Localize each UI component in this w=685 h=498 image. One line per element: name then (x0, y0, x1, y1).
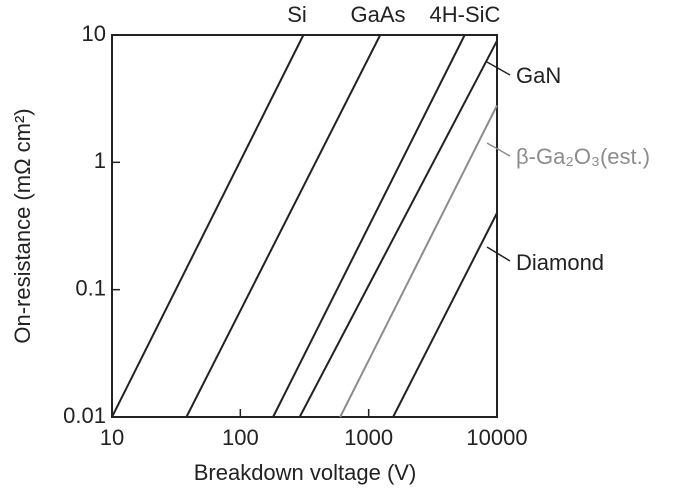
x-tick-label: 1000 (344, 425, 393, 450)
series-label: Diamond (516, 250, 604, 275)
series-line (111, 34, 305, 418)
series-label: Si (287, 2, 307, 27)
label-leader (486, 246, 511, 262)
series-line (298, 40, 498, 418)
label-leader (486, 142, 511, 157)
plot-frame (111, 34, 498, 418)
label-leader (486, 61, 511, 76)
series-line (339, 104, 498, 418)
y-tick-label: 0.1 (75, 275, 106, 300)
x-tick-label: 10000 (466, 425, 527, 450)
series-label: 4H-SiC (430, 2, 501, 27)
y-tick-label: 10 (82, 21, 106, 46)
y-tick-label: 1 (94, 148, 106, 173)
x-tick-label: 10 (100, 425, 124, 450)
series-line (392, 212, 498, 418)
series-line (272, 34, 466, 418)
series-label: GaAs (350, 2, 405, 27)
y-axis-label: On-resistance (mΩ cm²) (10, 108, 35, 343)
x-axis-label: Breakdown voltage (V) (194, 460, 417, 485)
series-label: β-Ga₂O₃(est.) (516, 144, 650, 169)
x-tick-label: 100 (222, 425, 259, 450)
y-tick-label: 0.01 (63, 403, 106, 428)
series-label: GaN (516, 63, 561, 88)
series-line (185, 34, 382, 418)
